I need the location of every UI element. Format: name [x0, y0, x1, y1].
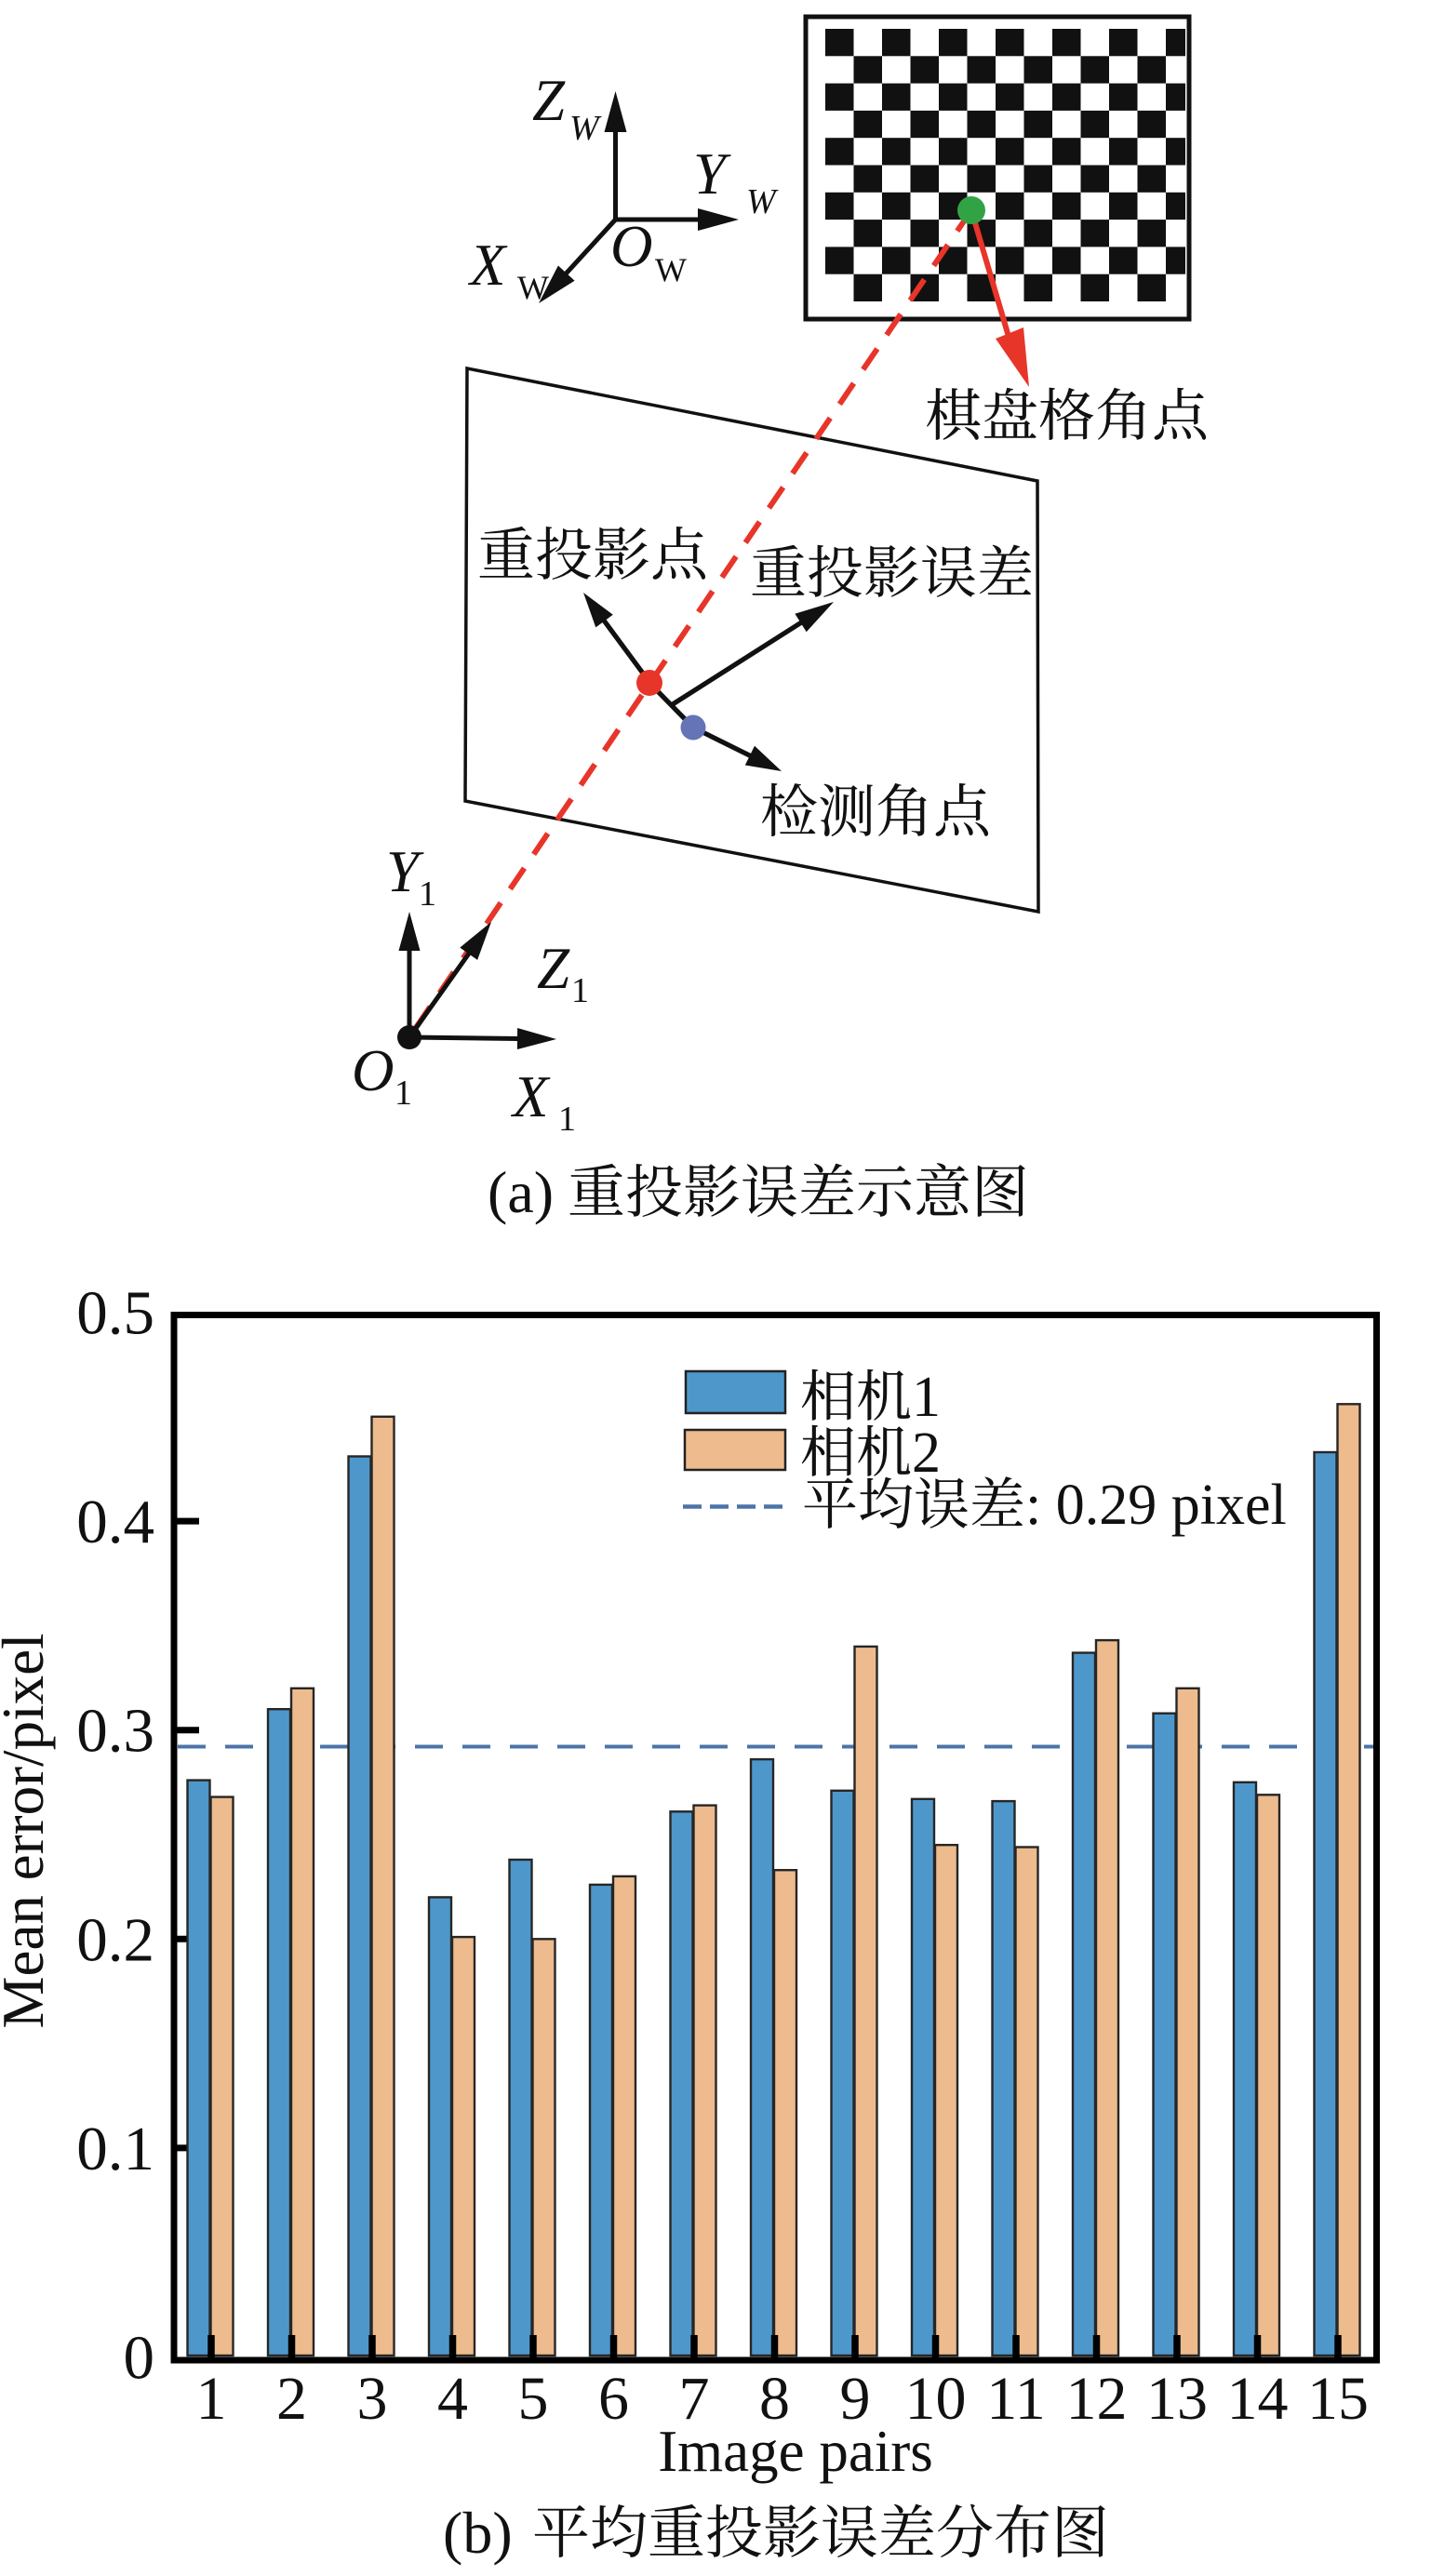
- svg-text:(b): (b): [443, 2500, 513, 2566]
- svg-text:9: 9: [840, 2365, 871, 2433]
- svg-text:Z: Z: [537, 936, 570, 1001]
- svg-text:1: 1: [558, 1100, 576, 1139]
- svg-text:Y: Y: [693, 141, 731, 207]
- svg-text:: 0.29 pixel: : 0.29 pixel: [1025, 1474, 1287, 1537]
- svg-text:1: 1: [196, 2365, 227, 2433]
- svg-text:W: W: [517, 269, 549, 306]
- svg-text:0: 0: [124, 2324, 155, 2393]
- svg-text:4: 4: [437, 2365, 468, 2433]
- svg-text:10: 10: [905, 2365, 967, 2433]
- svg-text:W: W: [569, 109, 602, 148]
- svg-text:7: 7: [679, 2365, 710, 2433]
- svg-text:11: 11: [986, 2365, 1046, 2433]
- svg-text:1: 1: [571, 971, 589, 1010]
- svg-text:O: O: [610, 214, 653, 279]
- svg-text:6: 6: [598, 2365, 629, 2433]
- svg-text:Image pairs: Image pairs: [658, 2419, 933, 2484]
- svg-text:15: 15: [1307, 2365, 1369, 2433]
- svg-text:W: W: [746, 182, 779, 221]
- svg-text:1: 1: [419, 874, 436, 914]
- svg-text:Mean error/pixel: Mean error/pixel: [0, 1633, 56, 2028]
- svg-text:0.1: 0.1: [76, 2115, 154, 2183]
- svg-text:14: 14: [1227, 2365, 1289, 2433]
- svg-text:13: 13: [1146, 2365, 1208, 2433]
- svg-text:3: 3: [357, 2365, 388, 2433]
- svg-text:Y: Y: [386, 839, 424, 904]
- svg-text:1: 1: [395, 1074, 412, 1113]
- svg-text:(a): (a): [488, 1159, 554, 1225]
- svg-text:0.5: 0.5: [76, 1279, 154, 1348]
- svg-text:W: W: [655, 251, 687, 288]
- svg-text:8: 8: [759, 2365, 790, 2433]
- svg-text:Z: Z: [532, 68, 566, 133]
- svg-text:0.4: 0.4: [76, 1488, 154, 1556]
- svg-text:2: 2: [276, 2365, 307, 2433]
- svg-text:X: X: [467, 233, 508, 298]
- svg-text:0.3: 0.3: [76, 1697, 154, 1766]
- svg-text:X: X: [510, 1064, 551, 1129]
- svg-text:5: 5: [518, 2365, 549, 2433]
- svg-text:2: 2: [912, 1421, 941, 1485]
- svg-text:O: O: [352, 1038, 395, 1103]
- svg-text:0.2: 0.2: [76, 1905, 154, 1974]
- svg-text:12: 12: [1066, 2365, 1128, 2433]
- svg-text:1: 1: [912, 1366, 941, 1429]
